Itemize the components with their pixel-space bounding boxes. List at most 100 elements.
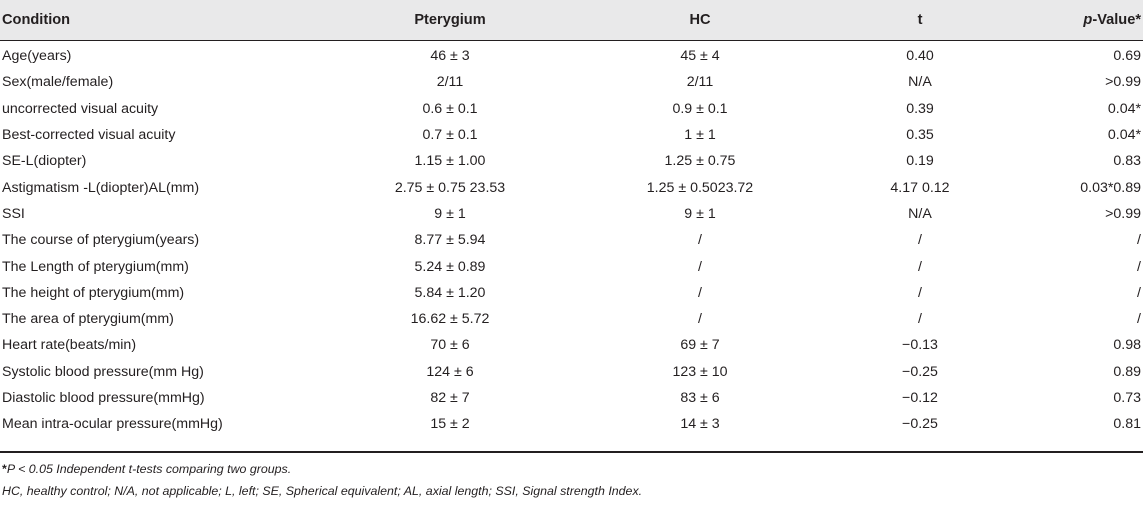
header-hc: HC: [689, 12, 711, 28]
cell-condition: Sex(male/female): [2, 74, 114, 91]
cell-hc: 1.25 ± 0.75: [664, 153, 736, 170]
cell-hc: 14 ± 3: [680, 416, 720, 433]
table-row: SSI 9 ± 1 9 ± 1 N/A >0.99: [0, 201, 1143, 227]
cell-t: /: [918, 232, 922, 249]
cell-condition: SSI: [2, 205, 25, 222]
cell-condition: Systolic blood pressure(mm Hg): [2, 363, 204, 380]
cell-t: 0.39: [906, 100, 934, 117]
cell-t: N/A: [908, 74, 932, 91]
cell-pterygium: 124 ± 6: [426, 363, 474, 380]
cell-p-value: 0.04*: [1107, 100, 1141, 117]
cell-pterygium: 0.6 ± 0.1: [422, 100, 478, 117]
cell-condition: Mean intra-ocular pressure(mmHg): [2, 416, 223, 433]
table-header-rule: [0, 40, 1143, 41]
table-row: Best-corrected visual acuity 0.7 ± 0.1 1 ±…: [0, 122, 1143, 148]
cell-condition: The area of pterygium(mm): [2, 311, 174, 328]
cell-p-value: 0.81: [1113, 416, 1141, 433]
cell-t: 0.40: [906, 48, 934, 65]
cell-condition: Heart rate(beats/min): [2, 337, 137, 354]
table-row: The Length of pterygium(mm) 5.24 ± 0.89 / /…: [0, 253, 1143, 279]
table-row: Diastolic blood pressure(mmHg) 82 ± 7 83 ±…: [0, 385, 1143, 411]
cell-t: 4.17 0.12: [890, 179, 950, 196]
cell-hc: /: [698, 284, 702, 301]
cell-t: 0.19: [906, 153, 934, 170]
cell-pterygium: 82 ± 7: [430, 390, 470, 406]
cell-hc: 123 ± 10: [672, 363, 728, 380]
cell-t: −0.13: [902, 337, 938, 354]
cell-p-value: 0.73: [1113, 390, 1141, 406]
cell-hc: 9 ± 1: [684, 205, 716, 222]
cell-t: /: [918, 284, 922, 301]
cell-pterygium: 16.62 ± 5.72: [410, 311, 490, 328]
cell-pterygium: 2/11: [436, 74, 464, 91]
cell-pterygium: 0.7 ± 0.1: [422, 127, 478, 144]
cell-pterygium: 5.24 ± 0.89: [414, 258, 486, 275]
cell-p-value: /: [1137, 258, 1141, 275]
cell-p-value: 0.98: [1113, 337, 1141, 354]
cell-condition: SE-L(diopter): [2, 153, 87, 170]
cell-t: −0.25: [902, 416, 938, 433]
cell-p-value: >0.99: [1105, 205, 1141, 222]
table-row: Heart rate(beats/min) 70 ± 6 69 ± 7 −0.13 0.…: [0, 332, 1143, 358]
cell-hc: 1 ± 1: [684, 127, 716, 144]
cell-hc: /: [698, 232, 702, 249]
footnote-significance: *P < 0.05 Independent t-tests comparing …: [2, 462, 291, 476]
cell-hc: 2/11: [686, 74, 714, 91]
cell-t: −0.12: [902, 390, 938, 406]
cell-pterygium: 9 ± 1: [434, 205, 466, 222]
data-table: Condition Pterygium HC t p -Value* Age(ye…: [0, 0, 1143, 453]
cell-t: /: [918, 311, 922, 328]
cell-p-value: 0.03*0.89: [1080, 179, 1141, 196]
cell-p-value: 0.04*: [1107, 127, 1141, 144]
cell-hc: 0.9 ± 0.1: [672, 100, 728, 117]
table-row: Mean intra-ocular pressure(mmHg) 15 ± 2 14…: [0, 411, 1143, 437]
cell-pterygium: 46 ± 3: [430, 48, 470, 65]
header-p-rest: -Value*: [1092, 12, 1141, 28]
cell-hc: /: [698, 258, 702, 275]
cell-pterygium: 70 ± 6: [430, 337, 470, 354]
table-row: Age(years) 46 ± 3 45 ± 4 0.40 0.69: [0, 43, 1143, 69]
cell-t: −0.25: [902, 363, 938, 380]
cell-p-value: >0.99: [1105, 74, 1141, 91]
table-bottom-rule: [0, 451, 1143, 453]
table-row: The course of pterygium(years) 8.77 ± 5.9…: [0, 227, 1143, 253]
cell-t: N/A: [908, 205, 932, 222]
header-p-italic: p: [1083, 12, 1093, 28]
cell-pterygium: 1.15 ± 1.00: [414, 153, 486, 170]
cell-hc: 69 ± 7: [680, 337, 720, 354]
header-condition: Condition: [2, 12, 71, 28]
cell-condition: The height of pterygium(mm): [2, 284, 185, 301]
table-row: SE-L(diopter) 1.15 ± 1.00 1.25 ± 0.75 0.19 0…: [0, 148, 1143, 174]
cell-condition: Best-corrected visual acuity: [2, 127, 176, 144]
header-p-value: p -Value*: [1001, 0, 1141, 40]
cell-pterygium: 5.84 ± 1.20: [414, 284, 486, 301]
table-row: Systolic blood pressure(mm Hg) 124 ± 6 123…: [0, 359, 1143, 385]
cell-p-value: /: [1137, 232, 1141, 249]
cell-pterygium: 8.77 ± 5.94: [414, 232, 486, 249]
table-row: Astigmatism -L(diopter)AL(mm) 2.75 ± 0.75…: [0, 174, 1143, 200]
cell-hc: 1.25 ± 0.5023.72: [646, 179, 754, 196]
cell-condition: Age(years): [2, 48, 72, 65]
header-t: t: [917, 12, 923, 28]
cell-p-value: 0.69: [1113, 48, 1141, 65]
table-header-row: Condition Pterygium HC t p -Value*: [0, 0, 1143, 40]
cell-condition: Diastolic blood pressure(mmHg): [2, 390, 205, 406]
table-row: uncorrected visual acuity 0.6 ± 0.1 0.9 ± …: [0, 96, 1143, 122]
cell-condition: The Length of pterygium(mm): [2, 258, 189, 275]
footnote-abbreviations: HC, healthy control; N/A, not applicable…: [2, 484, 643, 498]
table-body: Age(years) 46 ± 3 45 ± 4 0.40 0.69 Sex(male/f…: [0, 43, 1143, 437]
cell-p-value: 0.89: [1113, 363, 1141, 380]
table-row: The area of pterygium(mm) 16.62 ± 5.72 / / /: [0, 306, 1143, 332]
cell-condition: uncorrected visual acuity: [2, 100, 159, 117]
cell-t: 0.35: [906, 127, 934, 144]
cell-p-value: /: [1137, 284, 1141, 301]
cell-hc: /: [698, 311, 702, 328]
table-row: Sex(male/female) 2/11 2/11 N/A >0.99: [0, 69, 1143, 95]
cell-hc: 45 ± 4: [680, 48, 720, 65]
cell-p-value: 0.83: [1113, 153, 1141, 170]
cell-condition: Astigmatism -L(diopter)AL(mm): [2, 179, 200, 196]
cell-hc: 83 ± 6: [680, 390, 720, 406]
footnote-star: *: [2, 462, 7, 476]
cell-t: /: [918, 258, 922, 275]
cell-p-value: /: [1137, 311, 1141, 328]
